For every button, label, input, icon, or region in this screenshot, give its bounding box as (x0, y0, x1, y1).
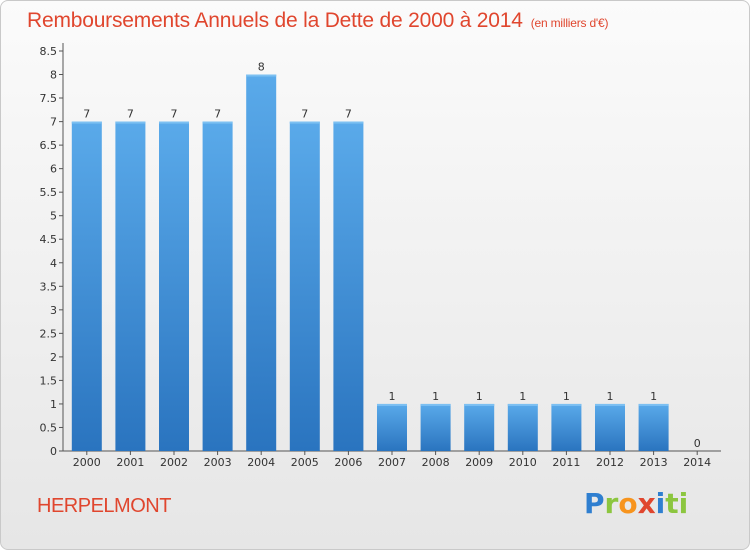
y-tick-label: 3 (50, 304, 57, 317)
y-tick-label: 4.5 (40, 233, 58, 246)
bar-top-highlight (159, 121, 189, 124)
bar-top-highlight (289, 121, 320, 124)
bar-top-highlight (246, 74, 277, 77)
y-tick-label: 8 (50, 69, 57, 82)
x-tick-label: 2008 (422, 456, 450, 469)
bar (551, 403, 582, 451)
bar-value-label: 1 (432, 390, 439, 403)
bar-value-label: 1 (563, 390, 570, 403)
y-tick-label: 5 (50, 210, 57, 223)
bar-value-label: 7 (127, 108, 134, 121)
bar (595, 403, 625, 451)
x-tick-label: 2001 (116, 456, 144, 469)
bar-value-label: 7 (83, 108, 90, 121)
x-tick-label: 2014 (683, 456, 711, 469)
bar-value-label: 1 (650, 390, 657, 403)
x-tick-label: 2012 (596, 456, 624, 469)
bar-top-highlight (595, 403, 625, 406)
x-tick-label: 2004 (247, 456, 275, 469)
bar-top-highlight (202, 121, 233, 124)
bar-value-label: 1 (607, 390, 614, 403)
bar (638, 403, 669, 451)
chart-unit: (en milliers d'€) (530, 16, 609, 30)
logo-letter: x (637, 487, 656, 520)
x-tick-label: 2007 (378, 456, 406, 469)
x-tick-label: 2006 (334, 456, 362, 469)
x-tick-label: 2009 (465, 456, 493, 469)
bar-top-highlight (115, 121, 146, 124)
bar-top-highlight (638, 403, 669, 406)
y-tick-label: 7 (50, 116, 57, 129)
proxiti-logo: Proxiti (584, 487, 688, 520)
bar (420, 403, 451, 451)
x-tick-label: 2011 (552, 456, 580, 469)
bar-top-highlight (420, 403, 451, 406)
y-tick-label: 2.5 (40, 327, 58, 340)
bar (159, 121, 189, 452)
bar (202, 121, 233, 452)
y-tick-label: 3.5 (40, 280, 58, 293)
bar-value-label: 0 (694, 437, 701, 450)
bar-value-label: 7 (345, 108, 352, 121)
commune-name: HERPELMONT (37, 495, 171, 517)
bar (377, 403, 407, 451)
bar-top-highlight (377, 403, 407, 406)
x-tick-label: 2013 (640, 456, 668, 469)
bar (115, 121, 146, 452)
chart-title-text: Remboursements Annuels de la Dette de 20… (27, 9, 523, 32)
bar-value-label: 8 (258, 61, 265, 74)
y-tick-label: 6 (50, 163, 57, 176)
logo-letter: i (655, 487, 666, 520)
y-tick-label: 8.5 (40, 45, 58, 58)
x-tick-label: 2002 (160, 456, 188, 469)
x-tick-label: 2010 (509, 456, 537, 469)
bar (333, 121, 364, 452)
bar (246, 74, 277, 451)
bar-top-highlight (333, 121, 364, 124)
bar-top-highlight (551, 403, 582, 406)
logo-letter: ti (665, 487, 689, 520)
bar-value-label: 7 (171, 108, 178, 121)
bar-value-label: 7 (214, 108, 221, 121)
bar (464, 403, 495, 451)
y-tick-label: 1 (50, 398, 57, 411)
bar-top-highlight (71, 121, 102, 124)
bar (289, 121, 320, 452)
chart-title: Remboursements Annuels de la Dette de 20… (27, 9, 608, 33)
bar-top-highlight (507, 403, 538, 406)
bar-value-label: 1 (389, 390, 396, 403)
bar (507, 403, 538, 451)
y-tick-label: 0 (50, 445, 57, 458)
bar (71, 121, 102, 452)
bar-value-label: 1 (519, 390, 526, 403)
y-tick-label: 6.5 (40, 139, 58, 152)
y-tick-label: 7.5 (40, 92, 58, 105)
y-tick-label: 1.5 (40, 374, 58, 387)
y-tick-label: 2 (50, 351, 57, 364)
bar-value-label: 1 (476, 390, 483, 403)
x-tick-label: 2003 (204, 456, 232, 469)
y-tick-label: 4 (50, 257, 57, 270)
logo-letter: P (584, 487, 605, 520)
x-tick-label: 2005 (291, 456, 319, 469)
bar-top-highlight (464, 403, 495, 406)
x-tick-label: 2000 (73, 456, 101, 469)
logo-letter: r (604, 487, 619, 520)
y-tick-label: 0.5 (40, 421, 58, 434)
y-tick-label: 5.5 (40, 186, 58, 199)
bar-value-label: 7 (301, 108, 308, 121)
logo-letter: o (618, 487, 638, 520)
